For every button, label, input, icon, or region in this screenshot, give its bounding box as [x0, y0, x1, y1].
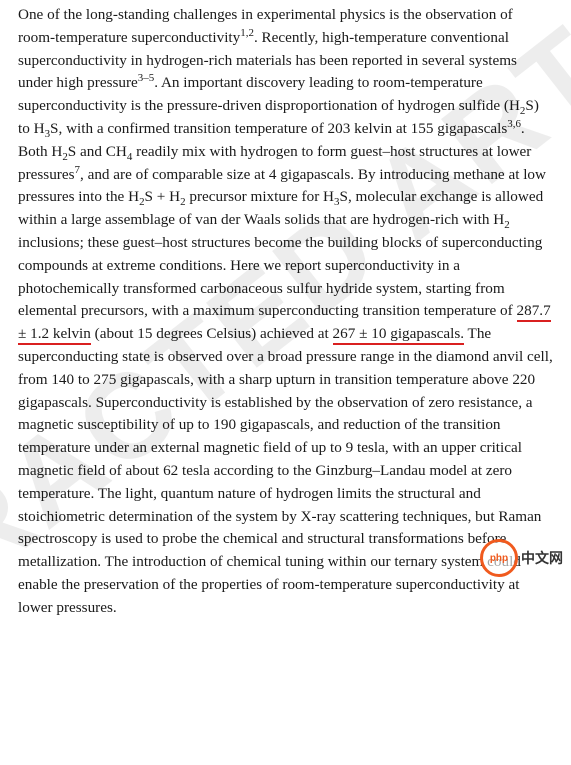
- abstract-text: The superconducting state is observed ov…: [18, 325, 553, 616]
- reference-superscript: 3–5: [138, 72, 154, 84]
- article-abstract-paragraph: One of the long-standing challenges in e…: [0, 0, 571, 624]
- chemical-subscript: 2: [504, 219, 509, 231]
- abstract-text: inclusions; these guest–host structures …: [18, 234, 542, 319]
- abstract-text: S, with a confirmed transition temperatu…: [50, 120, 507, 137]
- stamp-logo-icon: php: [480, 539, 518, 577]
- abstract-text: (about 15 degrees Celsius) achieved at: [91, 325, 333, 342]
- reference-superscript: 3,6: [507, 118, 521, 130]
- abstract-text: S + H: [145, 188, 181, 205]
- source-stamp: php 中文网: [480, 539, 563, 577]
- highlighted-value: 267 ± 10 gigapascals.: [333, 325, 465, 345]
- stamp-label: 中文网: [521, 548, 563, 568]
- reference-superscript: 1,2: [240, 27, 254, 39]
- abstract-text: precursor mixture for H: [186, 188, 334, 205]
- abstract-text: S and CH: [68, 143, 127, 160]
